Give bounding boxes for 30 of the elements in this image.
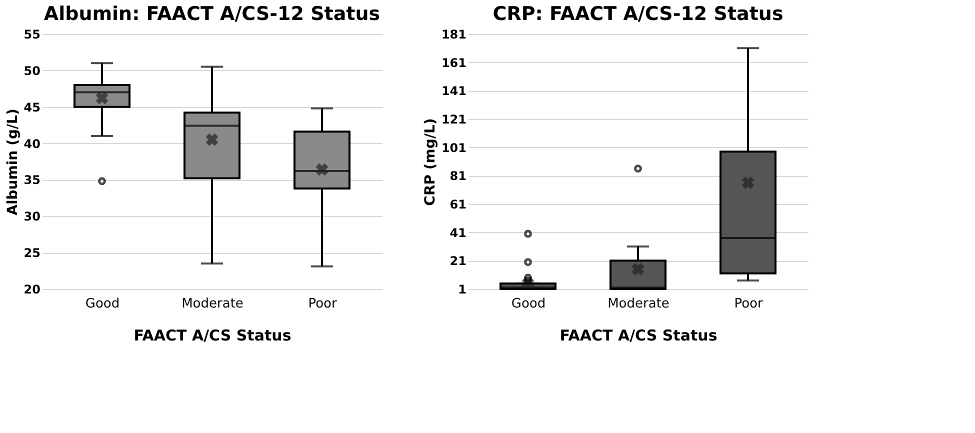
y-tick-label: 121 <box>441 112 466 126</box>
x-tick-label: Poor <box>308 296 338 312</box>
x-tick-label: Moderate <box>182 296 244 312</box>
y-tick-label: 25 <box>24 246 40 260</box>
y-tick-label: 55 <box>24 28 40 42</box>
x-tick-label: Good <box>85 296 120 312</box>
y-tick-label: 45 <box>24 100 40 114</box>
y-axis-title: CRP (mg/L) <box>422 118 438 206</box>
y-tick-label: 61 <box>450 198 466 212</box>
x-axis-title: FAACT A/CS Status <box>560 326 718 344</box>
y-tick-label: 81 <box>450 169 466 184</box>
x-tick-label: Poor <box>734 296 764 312</box>
x-axis-title: FAACT A/CS Status <box>134 326 292 344</box>
x-tick-label: Moderate <box>608 296 670 312</box>
y-tick-label: 141 <box>441 84 466 98</box>
y-tick-label: 41 <box>450 226 466 240</box>
y-tick-label: 20 <box>24 282 40 296</box>
y-tick-label: 40 <box>24 136 40 151</box>
y-tick-label: 30 <box>24 210 40 224</box>
y-tick-label: 50 <box>24 64 40 78</box>
y-tick-label: 35 <box>24 173 40 188</box>
chart-title: Albumin: FAACT A/CS-12 Status <box>44 3 380 25</box>
y-tick-label: 161 <box>441 56 466 70</box>
y-tick-label: 101 <box>441 140 466 155</box>
y-tick-label: 181 <box>441 28 466 42</box>
y-tick-label: 1 <box>458 282 466 296</box>
y-tick-label: 21 <box>450 254 466 268</box>
y-axis-title: Albumin (g/L) <box>4 108 21 216</box>
x-tick-label: Good <box>511 296 546 312</box>
chart-title: CRP: FAACT A/CS-12 Status <box>492 3 784 25</box>
